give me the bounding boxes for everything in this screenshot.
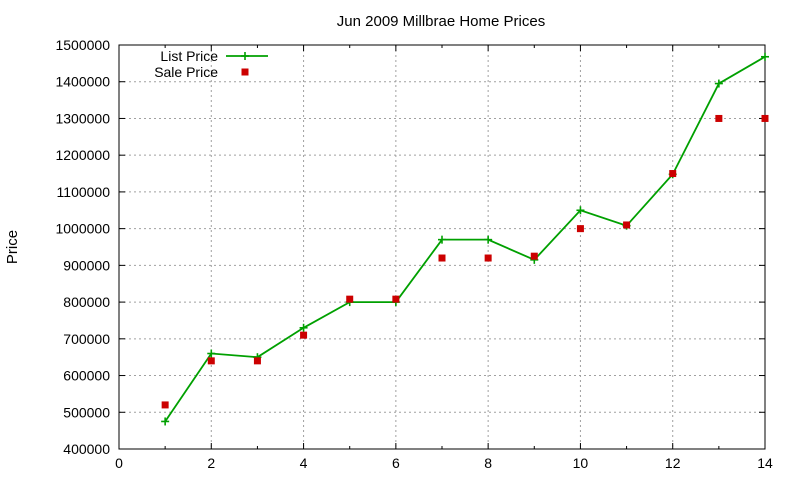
series-layer	[161, 52, 769, 426]
data-point	[207, 357, 215, 365]
legend-item: List Price	[160, 48, 268, 64]
data-point	[484, 254, 492, 262]
y-tick-label: 1500000	[55, 37, 110, 53]
y-axis-label: Price	[4, 230, 21, 264]
chart-title: Jun 2009 Millbrae Home Prices	[337, 13, 545, 30]
y-tick-label: 1100000	[57, 184, 111, 200]
y-tick-label: 1000000	[55, 221, 110, 237]
legend-swatch-marker	[241, 52, 249, 60]
y-tick-label: 600000	[63, 368, 110, 384]
data-point	[161, 401, 169, 409]
y-tick-label: 900000	[63, 257, 110, 273]
data-point	[207, 349, 216, 358]
y-tick-label: 500000	[63, 404, 110, 420]
x-tick-label: 12	[665, 455, 681, 471]
x-tick-label: 2	[207, 455, 215, 471]
series-2	[161, 114, 769, 409]
legend-label: Sale Price	[154, 64, 218, 80]
series-line	[164, 55, 766, 422]
data-point	[669, 170, 677, 178]
data-point	[161, 417, 170, 426]
data-point	[392, 295, 400, 303]
axes: 400000 500000 600000 700000 800000 900000 1000…	[55, 37, 773, 471]
grid	[119, 45, 765, 449]
data-point	[761, 52, 769, 61]
legend-label: List Price	[160, 48, 218, 64]
x-tick-label: 8	[484, 455, 492, 471]
data-point	[576, 225, 584, 233]
y-tick-label: 1300000	[55, 110, 110, 126]
data-point	[761, 114, 769, 122]
y-tick-label: 1400000	[55, 74, 110, 90]
legend-swatch-marker	[241, 68, 249, 76]
data-point	[576, 206, 585, 215]
data-point	[714, 79, 723, 88]
x-tick-label: 14	[757, 455, 773, 471]
y-tick-label: 700000	[63, 331, 110, 347]
legend-item: Sale Price	[154, 64, 249, 80]
x-tick-label: 0	[115, 455, 123, 471]
x-tick-label: 10	[573, 455, 589, 471]
data-point	[530, 252, 538, 260]
data-point	[346, 295, 354, 303]
y-tick-label: 800000	[63, 294, 110, 310]
y-tick-label: 400000	[63, 441, 110, 457]
data-point	[300, 331, 308, 339]
data-point	[623, 221, 631, 229]
x-tick-label: 4	[300, 455, 308, 471]
data-point	[715, 114, 723, 122]
data-point	[253, 357, 261, 365]
data-point	[299, 323, 308, 332]
data-point	[438, 235, 446, 244]
data-point	[438, 254, 446, 262]
x-tick-label: 6	[392, 455, 400, 471]
y-tick-label: 1200000	[55, 147, 110, 163]
data-point	[484, 235, 493, 244]
